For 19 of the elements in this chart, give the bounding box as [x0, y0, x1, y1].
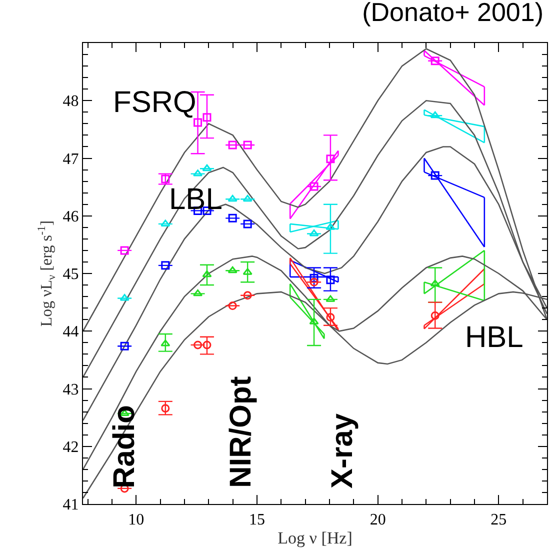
annotation: FSRQ: [113, 86, 196, 119]
y-tick-label: 47: [62, 150, 79, 168]
y-tick-label: 42: [62, 438, 79, 456]
chart-title: (Donato+ 2001): [362, 0, 544, 27]
annotation: Radio: [108, 405, 142, 488]
annotation: HBL: [465, 321, 524, 354]
x-axis-title: Log ν [Hz]: [278, 528, 352, 548]
y-tick-label: 48: [62, 93, 79, 110]
y-tick-label: 41: [62, 496, 79, 514]
x-tick-label: 10: [128, 511, 144, 528]
annotation: NIR/Opt: [224, 376, 258, 488]
x-tick-label: 25: [490, 511, 507, 528]
annotation: X-ray: [326, 413, 360, 488]
y-tick-label: 44: [62, 324, 79, 341]
y-tick-label: 43: [62, 381, 79, 398]
x-tick-label: 15: [249, 511, 265, 528]
x-tick-label: 20: [370, 511, 386, 528]
y-tick-label: 46: [62, 208, 79, 226]
y-tick-label: 45: [62, 266, 79, 284]
